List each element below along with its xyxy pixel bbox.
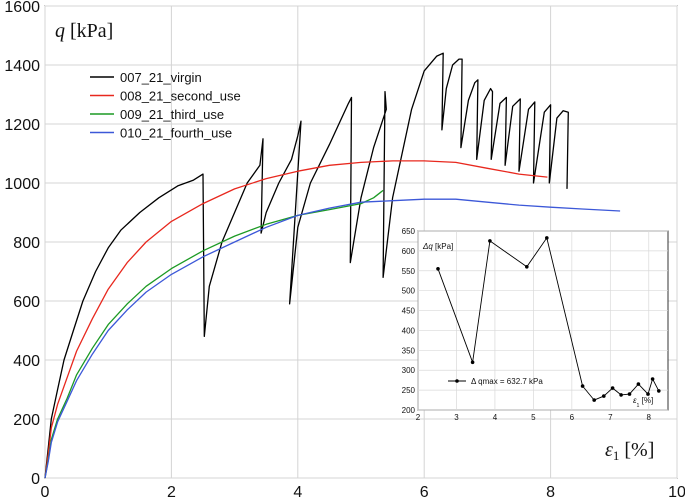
main-series xyxy=(44,52,621,479)
y-tick-label: 1000 xyxy=(4,176,40,193)
inset-data-point xyxy=(470,360,475,365)
inset-series xyxy=(436,236,661,402)
inset-legend-marker xyxy=(455,379,459,383)
inset-x-tick-label: 8 xyxy=(647,413,652,422)
inset-data-point xyxy=(646,392,650,396)
inset-grid xyxy=(417,230,668,411)
inset-legend-label: Δ qmax = 632.7 kPa xyxy=(471,377,543,386)
inset-y-tick-label: 500 xyxy=(402,287,416,296)
legend-label: 008_21_second_use xyxy=(120,89,241,104)
x-tick-label: 2 xyxy=(167,484,176,501)
inset-y-tick-label: 450 xyxy=(402,307,416,316)
inset-y-tick-label: 300 xyxy=(402,366,416,375)
inset-data-point xyxy=(602,394,606,398)
x-tick-label: 8 xyxy=(546,484,555,501)
inset-data-point xyxy=(627,392,632,396)
inset-y-tick-label: 550 xyxy=(402,267,416,276)
inset-data-point xyxy=(657,389,661,393)
inset-data-point xyxy=(580,384,585,388)
inset-x-tick-label: 2 xyxy=(416,413,421,422)
legend-label: 009_21_third_use xyxy=(120,107,224,122)
inset-ticks: 2 3 4 5 6 7 8 200 250 300 350 400 450 500 550 600 650 xyxy=(402,227,652,422)
inset-data-point xyxy=(619,393,623,397)
inset-data-point xyxy=(650,377,655,381)
inset-y-tick-label: 200 xyxy=(402,406,416,415)
y-tick-label: 1400 xyxy=(4,58,40,75)
series-line xyxy=(44,198,621,479)
x-tick-label: 0 xyxy=(41,484,50,501)
inset-y-tick-label: 600 xyxy=(402,247,416,256)
inset-legend: Δ qmax = 632.7 kPa xyxy=(448,377,543,386)
legend-label: 010_21_fourth_use xyxy=(120,126,232,141)
inset-x-tick-label: 7 xyxy=(608,413,613,422)
inset-y-tick-label: 650 xyxy=(402,227,416,236)
inset-x-tick-label: 4 xyxy=(493,413,498,422)
y-tick-label: 800 xyxy=(13,235,40,252)
y-tick-label: 200 xyxy=(13,412,40,429)
y-tick-label: 600 xyxy=(13,294,40,311)
inset-x-tick-label: 3 xyxy=(454,413,459,422)
inset-y-tick-label: 250 xyxy=(402,386,416,395)
inset-y-tick-label: 400 xyxy=(402,326,416,335)
inset-data-point xyxy=(525,265,529,269)
y-tick-label: 1600 xyxy=(4,0,40,16)
series-line xyxy=(44,189,384,479)
inset-data-point xyxy=(610,386,615,390)
y-tick-label: 400 xyxy=(13,353,40,370)
x-tick-label: 4 xyxy=(293,484,302,501)
y-axis-label: q [kPa] xyxy=(55,20,113,42)
x-tick-label: 10 xyxy=(668,484,685,501)
x-axis-label: ε1 [%] xyxy=(605,439,654,463)
inset-data-point xyxy=(592,398,596,402)
legend-label: 007_21_virgin xyxy=(120,70,202,85)
inset-data-point xyxy=(488,239,492,243)
inset-y-axis-label: Δq [kPa] xyxy=(422,242,453,251)
y-tick-label: 1200 xyxy=(4,117,40,134)
inset-data-point xyxy=(636,382,641,386)
inset-x-axis-label: ε1 [%] xyxy=(633,396,653,409)
plot-area-inset xyxy=(417,230,669,411)
x-tick-label: 6 xyxy=(420,484,429,501)
inset-x-tick-label: 6 xyxy=(570,413,575,422)
series-line xyxy=(44,160,548,479)
inset-data-point xyxy=(436,267,440,271)
inset-y-tick-label: 350 xyxy=(402,346,416,355)
series-line xyxy=(44,52,569,479)
main-ticks: 0 2 4 6 8 10 0 200 400 600 800 1000 1200 1400 1600 xyxy=(4,0,685,501)
y-tick-label: 0 xyxy=(31,471,40,488)
legend: 007_21_virgin 008_21_second_use 009_21_thi… xyxy=(90,70,241,141)
inset-data-point xyxy=(545,236,549,240)
inset-x-tick-label: 5 xyxy=(531,413,536,422)
main-grid xyxy=(44,5,678,479)
